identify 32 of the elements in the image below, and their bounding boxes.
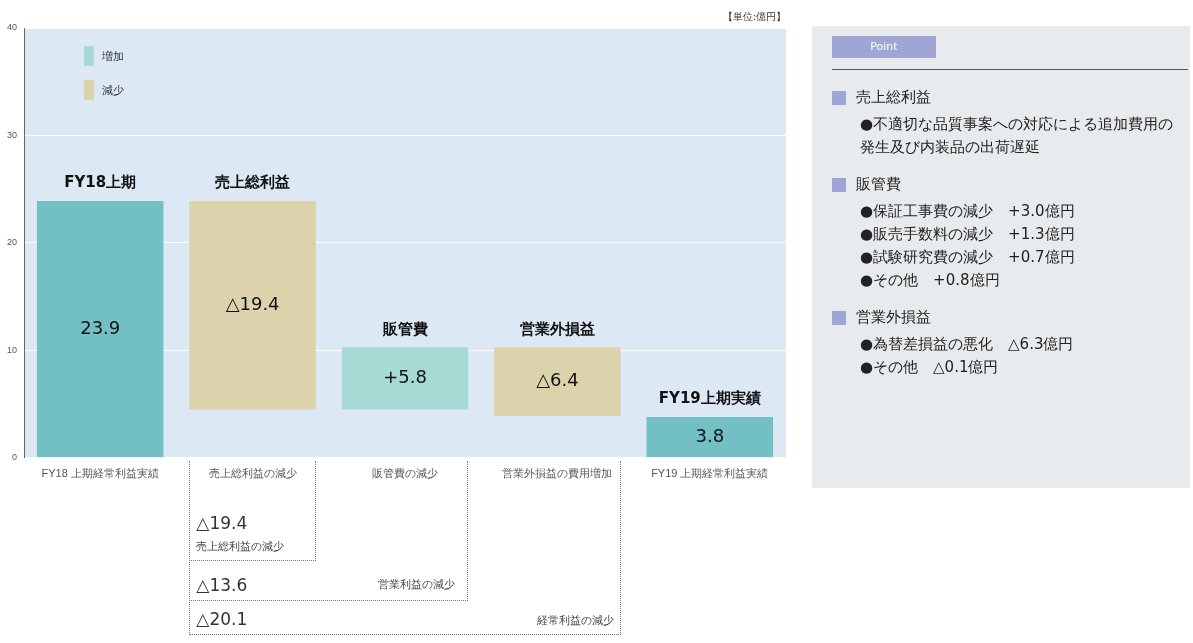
x-tick-label: 売上総利益の減少 <box>208 467 297 480</box>
y-tick-label: 10 <box>7 344 18 355</box>
bar <box>341 347 469 410</box>
data-label: 3.8 <box>695 425 725 447</box>
annotation: 販管費 <box>381 319 428 338</box>
y-tick-label: 0 <box>12 452 18 463</box>
x-tick-label: FY19 上期経常利益実績 <box>651 467 769 480</box>
data-label: △6.4 <box>536 369 579 391</box>
bar <box>494 347 621 416</box>
y-axis-title: 【単位:億円】 <box>722 10 786 22</box>
bar <box>36 201 164 458</box>
legend-label: 増加 <box>102 48 124 64</box>
legend-label: 減少 <box>102 82 124 98</box>
data-label: +5.8 <box>383 365 427 387</box>
annotation: 売上総利益 <box>215 173 291 192</box>
bar <box>646 416 774 458</box>
annotation: 営業外損益 <box>519 319 595 338</box>
y-tick-label: 20 <box>7 237 18 248</box>
y-tick-label: 30 <box>7 129 18 140</box>
text: 売上総利益 ●不適切な品質事案への対応による追加費用の発生及び内装品の出荷遅延 <box>855 88 1175 158</box>
text: Point <box>832 36 936 58</box>
data-label: △19.4 <box>225 292 280 314</box>
bar <box>189 201 316 410</box>
data-label: 23.9 <box>80 317 121 339</box>
text: 販管費 ●保証工事費の減少 +3.0億円 ●販売手数料の減少 +1.3億円 ●試験研究費の減少 +0.7億円 ●その他 +0.8億円 <box>855 175 1076 291</box>
x-tick-label: 営業外損益の費用増加 <box>502 467 613 480</box>
y-tick-label: 40 <box>7 22 18 33</box>
annotation: FY18上期 <box>64 173 137 192</box>
annotation: FY19上期実績 <box>658 389 761 408</box>
text: 営業外損益 ●為替差損益の悪化 △6.3億円 ●その他 △0.1億円 <box>855 308 1075 378</box>
x-tick-label: 販管費の減少 <box>372 467 439 480</box>
x-tick-label: FY18 上期経常利益実績 <box>41 467 159 480</box>
